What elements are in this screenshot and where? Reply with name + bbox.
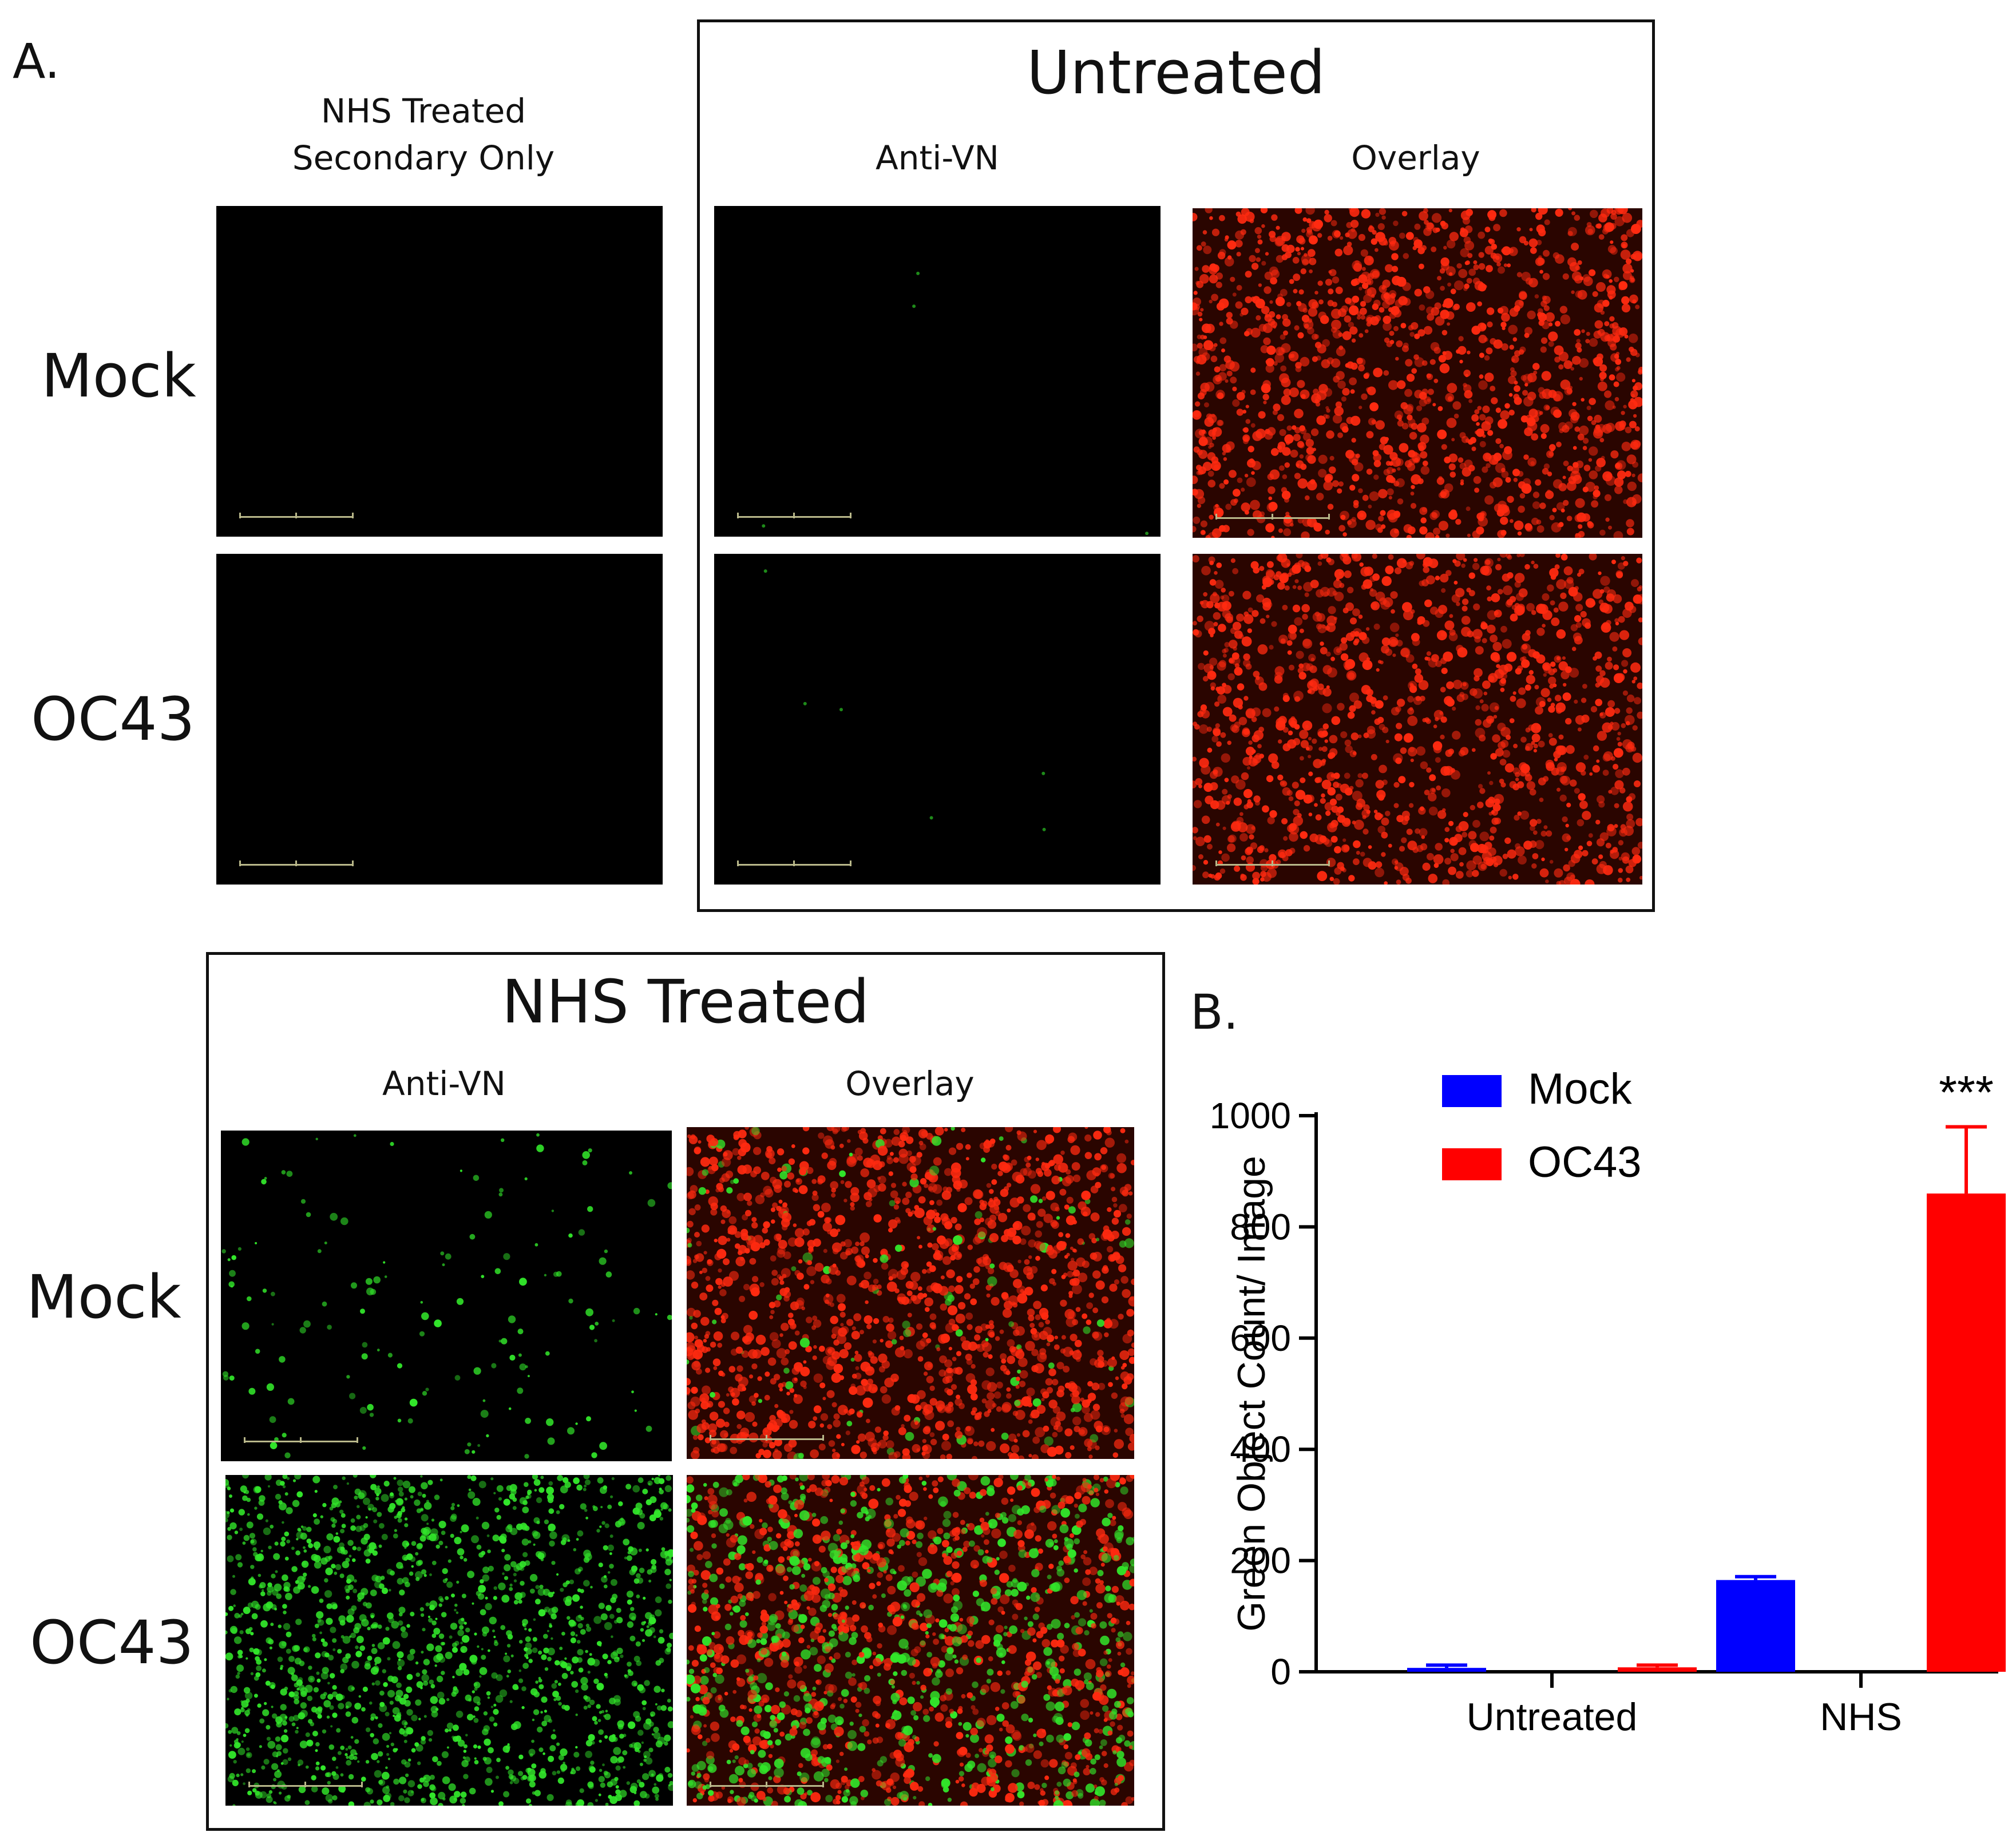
scale-bar <box>710 1780 824 1793</box>
row-label-oc43-top: OC43 <box>31 684 195 754</box>
legend-swatch <box>1442 1148 1502 1180</box>
micrograph-nhs-overlay-mock <box>687 1127 1134 1459</box>
panel-b-label: B. <box>1190 984 1239 1040</box>
nhs-col-overlay: Overlay <box>845 1064 975 1103</box>
y-tick-label: 600 <box>1230 1318 1291 1359</box>
micrograph-untreated-overlay-oc43 <box>1193 554 1642 885</box>
scale-bar <box>737 511 851 524</box>
micrograph-untreated-overlay-mock <box>1193 208 1642 538</box>
untreated-title: Untreated <box>1027 38 1325 108</box>
y-tick-label: 200 <box>1230 1540 1291 1581</box>
scale-bar <box>1215 513 1330 525</box>
micrograph-untreated-antivn-mock <box>714 206 1161 537</box>
secondary-header-line2: Secondary Only <box>292 138 555 177</box>
scale-bar <box>710 1434 824 1446</box>
y-axis-label: Green Object Count/ Image <box>1230 1156 1273 1632</box>
significance-annotation: *** <box>1939 1066 1994 1119</box>
legend-swatch <box>1442 1075 1502 1107</box>
untreated-group-box <box>697 19 1655 912</box>
row-label-mock-top: Mock <box>41 341 196 411</box>
row-label-mock-bottom: Mock <box>26 1262 181 1332</box>
untreated-col-overlay: Overlay <box>1351 138 1480 177</box>
scale-bar <box>248 1780 363 1793</box>
legend-label: OC43 <box>1528 1138 1642 1187</box>
row-label-oc43-bottom: OC43 <box>30 1608 194 1678</box>
y-tick-label: 1000 <box>1210 1095 1291 1136</box>
nhs-group-box <box>206 952 1165 1831</box>
scale-bar <box>1215 859 1330 872</box>
y-tick-label: 0 <box>1270 1651 1291 1692</box>
bar <box>1407 1668 1486 1672</box>
secondary-header-line1: NHS Treated <box>320 92 526 130</box>
y-tick-label: 400 <box>1230 1429 1291 1470</box>
x-tick-label: NHS <box>1820 1695 1902 1739</box>
micrograph-secondary-oc43 <box>216 554 663 885</box>
nhs-title: NHS Treated <box>501 967 870 1037</box>
panel-a-label: A. <box>13 33 60 89</box>
bar <box>1927 1193 2006 1672</box>
scale-bar <box>239 859 354 872</box>
bar <box>1618 1667 1697 1672</box>
y-tick-label: 800 <box>1230 1206 1291 1247</box>
legend-label: Mock <box>1528 1065 1633 1113</box>
micrograph-nhs-overlay-oc43 <box>687 1475 1134 1806</box>
scale-bar <box>239 511 354 524</box>
scale-bar <box>244 1436 358 1449</box>
scale-bar <box>737 859 851 872</box>
bar <box>1716 1580 1795 1672</box>
micrograph-secondary-mock <box>216 206 663 537</box>
micrograph-nhs-antivn-oc43 <box>225 1475 673 1806</box>
nhs-col-anti-vn: Anti-VN <box>382 1064 506 1103</box>
micrograph-nhs-antivn-mock <box>221 1131 672 1461</box>
micrograph-untreated-antivn-oc43 <box>714 554 1161 885</box>
untreated-col-anti-vn: Anti-VN <box>876 138 999 177</box>
x-tick-label: Untreated <box>1467 1695 1638 1739</box>
